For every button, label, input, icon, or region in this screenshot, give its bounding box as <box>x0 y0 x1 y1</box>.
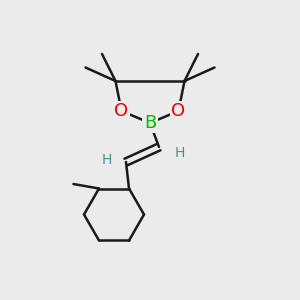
Text: O: O <box>114 102 129 120</box>
Text: H: H <box>101 154 112 167</box>
Text: B: B <box>144 114 156 132</box>
Text: H: H <box>175 146 185 160</box>
Text: O: O <box>171 102 186 120</box>
